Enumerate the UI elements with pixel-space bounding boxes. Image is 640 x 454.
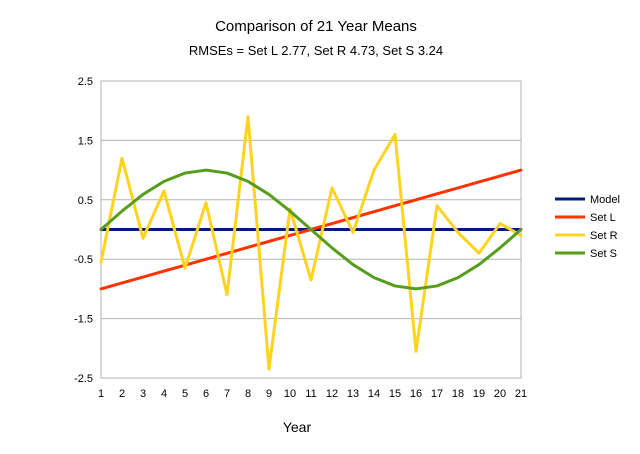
x-tick-label: 12 xyxy=(326,388,338,400)
x-tick-label: 10 xyxy=(284,388,296,400)
x-tick-label: 11 xyxy=(305,388,316,400)
x-tick-label: 19 xyxy=(473,388,485,400)
gridlines xyxy=(101,80,521,379)
x-tick-label: 14 xyxy=(368,388,380,400)
legend-label-set-s: Set S xyxy=(590,248,617,260)
x-tick-label: 4 xyxy=(161,388,167,400)
x-tick-label: 20 xyxy=(494,388,506,400)
x-tick-label: 8 xyxy=(245,388,251,400)
y-tick-label: 1.5 xyxy=(78,135,93,147)
legend-label-set-r: Set R xyxy=(590,230,618,242)
x-tick-label: 6 xyxy=(203,388,209,400)
x-tick-label: 15 xyxy=(389,388,401,400)
x-tick-label: 2 xyxy=(119,388,125,400)
y-tick-label: 0.5 xyxy=(78,195,93,207)
y-tick-label: -2.5 xyxy=(74,373,93,385)
x-tick-label: 16 xyxy=(410,388,422,400)
x-tick-label: 18 xyxy=(452,388,464,400)
x-tick-label: 9 xyxy=(266,388,272,400)
chart-title: Comparison of 21 Year Means xyxy=(215,18,417,35)
x-axis: 1 2 3 4 5 6 7 8 9 10 11 12 13 14 15 16 17 18 19 20 21 xyxy=(98,388,527,400)
x-axis-label: Year xyxy=(283,419,312,435)
x-tick-label: 13 xyxy=(347,388,359,400)
legend: Model Set L Set R Set S xyxy=(555,194,620,260)
x-tick-label: 21 xyxy=(515,388,527,400)
series-line-set-r xyxy=(99,115,523,371)
x-tick-label: 5 xyxy=(182,388,188,400)
x-tick-label: 1 xyxy=(98,388,104,400)
y-tick-label: 2.5 xyxy=(78,76,93,88)
y-tick-label: -0.5 xyxy=(74,254,93,266)
legend-label-model: Model xyxy=(590,194,620,206)
x-tick-label: 3 xyxy=(140,388,146,400)
x-tick-label: 7 xyxy=(224,388,230,400)
y-axis: -2.5 -1.5 -0.5 0.5 1.5 2.5 xyxy=(74,76,93,385)
y-tick-label: -1.5 xyxy=(74,314,93,326)
chart-subtitle: RMSEs = Set L 2.77, Set R 4.73, Set S 3.… xyxy=(189,43,443,58)
legend-label-set-l: Set L xyxy=(590,212,616,224)
x-tick-label: 17 xyxy=(431,388,443,400)
series-lines xyxy=(99,115,523,371)
series-line-set-s xyxy=(99,168,523,291)
